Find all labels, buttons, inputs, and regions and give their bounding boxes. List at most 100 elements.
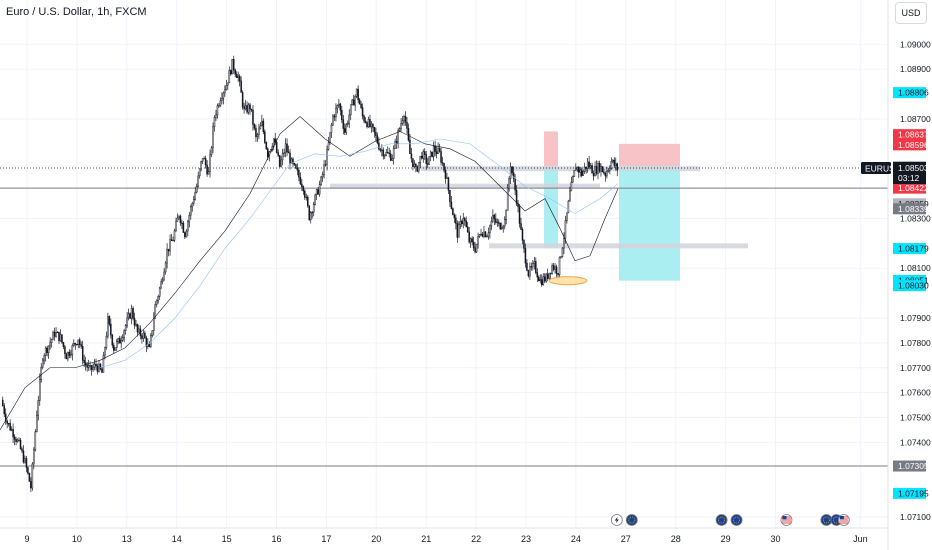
candle-body	[259, 125, 262, 130]
candle-body	[358, 99, 361, 105]
candle-body	[275, 142, 278, 153]
candle-body	[372, 123, 374, 128]
candle-body	[432, 145, 435, 157]
candle-body	[564, 220, 567, 239]
position-zones[interactable]	[544, 131, 680, 281]
candle-body	[216, 105, 219, 116]
candle-body	[204, 158, 207, 166]
candle-body	[335, 107, 337, 118]
candle-body	[582, 171, 584, 176]
highlight-ellipse[interactable]	[548, 276, 588, 286]
time-tick-label: 28	[671, 534, 681, 544]
candle-body	[41, 359, 44, 368]
candle-body	[92, 366, 94, 370]
candle-body	[30, 481, 32, 489]
candle-body	[237, 75, 239, 78]
candle-body	[394, 141, 396, 149]
economic-event-icons[interactable]	[610, 514, 850, 526]
candle-body	[610, 160, 613, 169]
price-badge	[893, 203, 926, 215]
candle-body	[234, 69, 236, 75]
candle-body	[110, 323, 112, 336]
candle-body	[588, 161, 590, 168]
candle-body	[330, 124, 333, 133]
stop-zone[interactable]	[619, 143, 680, 167]
candle-body	[339, 103, 342, 111]
candle-body	[78, 339, 81, 345]
candle-body	[314, 194, 316, 205]
stop-zone[interactable]	[544, 131, 558, 167]
candle-body	[190, 206, 192, 216]
candle-body	[222, 92, 225, 99]
grey-band[interactable]	[489, 243, 748, 249]
candle-body	[481, 233, 484, 237]
candle-body	[355, 88, 358, 97]
price-badge-label: 1.08339	[898, 204, 929, 214]
candle-body	[89, 365, 91, 367]
candle-body	[31, 463, 34, 489]
price-tick-label: 1.07600	[900, 388, 931, 398]
candle-body	[296, 167, 299, 171]
candle-body	[247, 104, 250, 113]
support-resistance-bands[interactable]	[330, 166, 748, 249]
candle-body	[158, 287, 161, 297]
candle-body	[253, 124, 256, 129]
candle-body	[517, 203, 519, 208]
eu-stars	[718, 516, 725, 524]
price-badge-label: 1.08179	[898, 244, 929, 254]
candle-body	[13, 436, 16, 440]
target-zone[interactable]	[619, 166, 680, 281]
candle-body	[324, 164, 327, 166]
candle-body	[583, 166, 586, 172]
price-badge	[893, 87, 926, 99]
candle-body	[176, 217, 179, 222]
currency-selector[interactable]: USD	[895, 2, 927, 24]
candle-body	[558, 257, 561, 276]
candle-body	[572, 176, 574, 183]
candle-body	[22, 450, 25, 463]
candle-body	[598, 162, 601, 172]
target-zone[interactable]	[544, 166, 558, 249]
candle-body	[429, 151, 432, 157]
candle-body	[539, 279, 542, 282]
candle-body	[135, 324, 137, 326]
candle-body	[144, 332, 146, 339]
candle-body	[167, 248, 170, 252]
candle-body	[595, 166, 598, 174]
candle-body	[489, 225, 491, 234]
candle-body	[366, 122, 368, 128]
candle-body	[136, 324, 139, 333]
candle-body	[207, 171, 210, 175]
candle-body	[231, 59, 234, 75]
candle-body	[609, 167, 611, 171]
time-axis-labels[interactable]: 9 10 13 14 15 16 17 20 21 22 23 24 27 28 29 30 Jun	[24, 534, 867, 544]
candle-body	[33, 449, 35, 465]
candle-body	[225, 84, 228, 91]
candle-body	[65, 353, 68, 360]
candle-body	[195, 185, 198, 193]
candle-body	[379, 148, 382, 151]
candle-body	[123, 330, 125, 338]
candle-body	[161, 279, 164, 282]
grey-band[interactable]	[330, 183, 600, 189]
swing-low-ellipse[interactable]	[548, 276, 588, 286]
candle-body	[332, 115, 334, 126]
candle-body	[278, 155, 281, 167]
grey-band[interactable]	[421, 166, 700, 172]
candle-body	[305, 196, 308, 198]
candle-body	[213, 117, 216, 128]
candle-body	[426, 163, 429, 165]
candle-body	[10, 429, 13, 431]
candle-body	[512, 172, 515, 179]
candle-body	[369, 119, 371, 127]
price-axis-labels[interactable]: 1.09000 1.08900 1.08700 1.08300 1.08100 1.079…	[900, 39, 931, 522]
candle-body	[357, 88, 359, 101]
price-tick-label: 1.09000	[900, 39, 931, 49]
time-tick-label: 24	[571, 534, 581, 544]
candle-body	[4, 413, 7, 422]
candle-body	[170, 239, 173, 242]
candle-body	[298, 170, 300, 178]
candle-body	[524, 248, 527, 264]
candle-body	[508, 178, 510, 189]
